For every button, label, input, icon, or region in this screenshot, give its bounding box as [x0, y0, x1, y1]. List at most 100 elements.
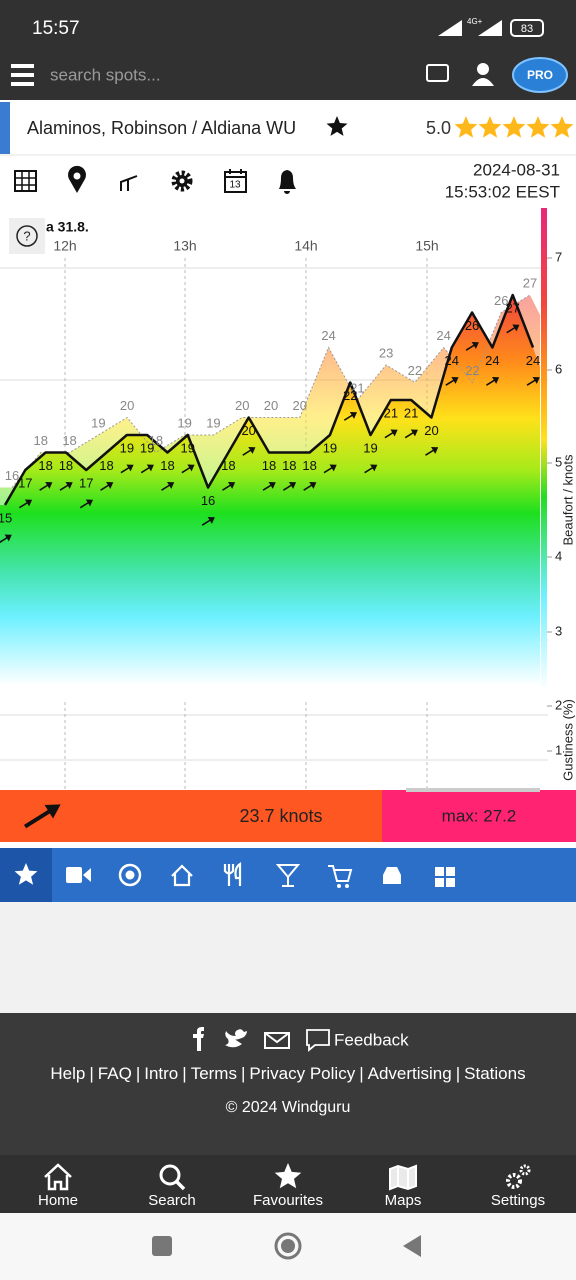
- nav-search-icon[interactable]: [159, 1164, 181, 1186]
- nav-search-icon[interactable]: [175, 1180, 186, 1191]
- station-icon[interactable]: [120, 175, 138, 191]
- wind-arrow-head: [431, 447, 439, 454]
- settings-hole[interactable]: [179, 178, 185, 184]
- wind-label: 19: [323, 440, 337, 455]
- wind-arrow-head: [4, 534, 12, 542]
- wind-label: 19: [140, 440, 154, 455]
- footer-link[interactable]: Advertising: [368, 1064, 452, 1083]
- menu-icon[interactable]: [11, 64, 34, 68]
- rating-star: [478, 116, 502, 138]
- cat-more[interactable]: [446, 878, 455, 887]
- nav-label[interactable]: Settings: [491, 1192, 545, 1209]
- table-icon[interactable]: [14, 170, 37, 192]
- wind-arrow: [282, 482, 297, 491]
- table-icon[interactable]: [15, 171, 36, 191]
- current-bar: [0, 790, 382, 842]
- help-mark[interactable]: ?: [23, 228, 30, 243]
- wind-label: 19: [181, 440, 195, 455]
- separator: |: [136, 1064, 140, 1083]
- wind-arrow: [100, 482, 114, 491]
- wind-label: 18: [221, 458, 235, 473]
- nav-home-icon[interactable]: [44, 1163, 72, 1191]
- nav-settings-icon[interactable]: [506, 1173, 522, 1189]
- wind-arrow: [18, 499, 33, 509]
- cat-accommodation[interactable]: [171, 864, 193, 887]
- cat-rentals[interactable]: [383, 867, 401, 884]
- chat-icon[interactable]: [426, 64, 449, 82]
- cat-shops[interactable]: [345, 884, 349, 888]
- spot-name: Alaminos, Robinson / Aldiana WU: [27, 118, 296, 138]
- user-icon[interactable]: [477, 63, 489, 75]
- map-pin-hole[interactable]: [73, 172, 81, 180]
- cat-spots[interactable]: [118, 863, 142, 887]
- footer-link[interactable]: Stations: [464, 1064, 525, 1083]
- cat-more[interactable]: [446, 867, 455, 876]
- max-bar: [382, 790, 576, 842]
- nav-maps-icon[interactable]: [389, 1164, 417, 1191]
- footer-link[interactable]: Privacy Policy: [249, 1064, 355, 1083]
- twitter-icon[interactable]: [225, 1029, 247, 1048]
- user-icon[interactable]: [472, 78, 494, 86]
- cat-more[interactable]: [435, 867, 444, 876]
- nav-favourites-icon[interactable]: [274, 1163, 302, 1189]
- cat-shops[interactable]: [328, 865, 353, 882]
- menu-icon[interactable]: [11, 73, 34, 77]
- home-button[interactable]: [274, 1232, 302, 1260]
- wind-arrow-head: [288, 482, 297, 489]
- feedback-link[interactable]: Feedback: [334, 1030, 409, 1049]
- wind-label: 18: [59, 458, 73, 473]
- wind-arrow: [262, 482, 276, 491]
- wind-label: 20: [241, 423, 255, 438]
- wind-label: 24: [526, 353, 540, 368]
- axis-title: Beaufort / knots: [560, 454, 575, 546]
- footer-link[interactable]: Terms: [191, 1064, 237, 1083]
- nav-label[interactable]: Maps: [385, 1192, 422, 1209]
- help-bg[interactable]: [9, 218, 45, 254]
- mail-icon[interactable]: [264, 1032, 290, 1049]
- home-button-dot[interactable]: [281, 1239, 295, 1253]
- cat-webcams[interactable]: [66, 867, 82, 883]
- wind-arrow: [140, 464, 154, 474]
- footer-link[interactable]: Help: [50, 1064, 85, 1083]
- gust-label: 19: [91, 415, 105, 430]
- footer-link[interactable]: Intro: [144, 1064, 178, 1083]
- nav-label[interactable]: Favourites: [253, 1192, 323, 1209]
- menu-icon[interactable]: [11, 82, 34, 86]
- back-button[interactable]: [403, 1235, 421, 1257]
- calendar-icon[interactable]: [224, 171, 247, 193]
- settings-icon[interactable]: [171, 170, 193, 192]
- wind-arrow: [161, 482, 175, 491]
- mail-icon[interactable]: [264, 1032, 290, 1044]
- pro-label[interactable]: PRO: [527, 68, 553, 82]
- nav-settings-icon[interactable]: [519, 1164, 531, 1176]
- favourite-star[interactable]: [326, 116, 348, 136]
- battery-icon: [510, 19, 544, 37]
- cat-favourites[interactable]: [14, 863, 38, 885]
- nav-label[interactable]: Search: [148, 1192, 196, 1209]
- search-input[interactable]: search spots...: [50, 65, 161, 84]
- wind-arrow: [120, 464, 134, 474]
- pro-badge[interactable]: [512, 57, 568, 93]
- cat-food[interactable]: [223, 861, 242, 886]
- alert-icon[interactable]: [279, 170, 296, 194]
- recents-button[interactable]: [152, 1236, 172, 1256]
- calendar-day[interactable]: 13: [229, 180, 241, 191]
- battery-level: 83: [521, 23, 533, 35]
- wind-arrow: [526, 377, 540, 386]
- cat-more[interactable]: [435, 878, 444, 887]
- help-icon[interactable]: [16, 225, 38, 247]
- nav-label[interactable]: Home: [38, 1192, 78, 1209]
- calendar-icon[interactable]: [225, 169, 246, 178]
- cat-webcams[interactable]: [83, 868, 91, 882]
- wind-label: 18: [99, 458, 113, 473]
- feedback-icon[interactable]: [306, 1029, 330, 1052]
- cat-shops[interactable]: [337, 884, 341, 888]
- cat-bars[interactable]: [275, 864, 301, 887]
- beaufort-label: 3: [555, 623, 562, 638]
- facebook-icon[interactable]: [193, 1027, 204, 1051]
- gust-label: 20: [235, 398, 249, 413]
- wind-arrow-head: [248, 447, 256, 454]
- wind-label: 20: [424, 423, 438, 438]
- cat-spots[interactable]: [125, 870, 135, 880]
- footer-link[interactable]: FAQ: [98, 1064, 132, 1083]
